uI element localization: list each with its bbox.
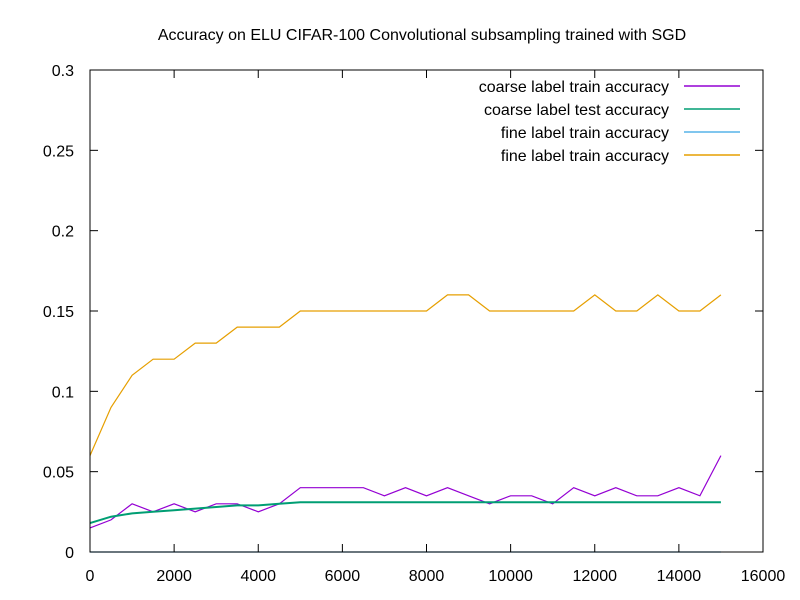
- x-tick-label: 4000: [240, 568, 276, 585]
- x-tick-label: 10000: [488, 568, 533, 585]
- y-tick-label: 0.25: [43, 143, 74, 160]
- x-axis: 0 2000 4000 6000 8000 10000 12000 14000 16000: [86, 70, 786, 585]
- series-line-1: [89, 501, 721, 525]
- legend-label-1: coarse label test accuracy: [484, 102, 669, 119]
- x-tick-label: 0: [86, 568, 95, 585]
- legend-label-2: fine label train accuracy: [501, 125, 669, 142]
- y-tick-label: 0.3: [52, 63, 74, 80]
- y-tick-label: 0: [65, 545, 74, 562]
- legend-label-0: coarse label train accuracy: [479, 79, 669, 96]
- series-line-0: [89, 455, 722, 529]
- y-tick-label: 0.1: [52, 384, 74, 401]
- x-tick-label: 16000: [741, 568, 786, 585]
- chart-title: Accuracy on ELU CIFAR-100 Convolutional …: [158, 27, 686, 44]
- legend: coarse label train accuracy coarse label …: [479, 79, 740, 165]
- x-tick-label: 14000: [657, 568, 702, 585]
- x-tick-label: 8000: [409, 568, 445, 585]
- legend-label-3: fine label train accuracy: [501, 148, 669, 165]
- y-tick-label: 0.05: [43, 465, 74, 482]
- x-tick-label: 6000: [325, 568, 361, 585]
- series-line-3: [89, 294, 722, 456]
- x-tick-label: 12000: [573, 568, 618, 585]
- y-axis: 0 0.05 0.1 0.15 0.2 0.25 0.3: [43, 63, 763, 562]
- y-tick-label: 0.15: [43, 304, 74, 321]
- x-tick-label: 2000: [156, 568, 192, 585]
- y-tick-label: 0.2: [52, 224, 74, 241]
